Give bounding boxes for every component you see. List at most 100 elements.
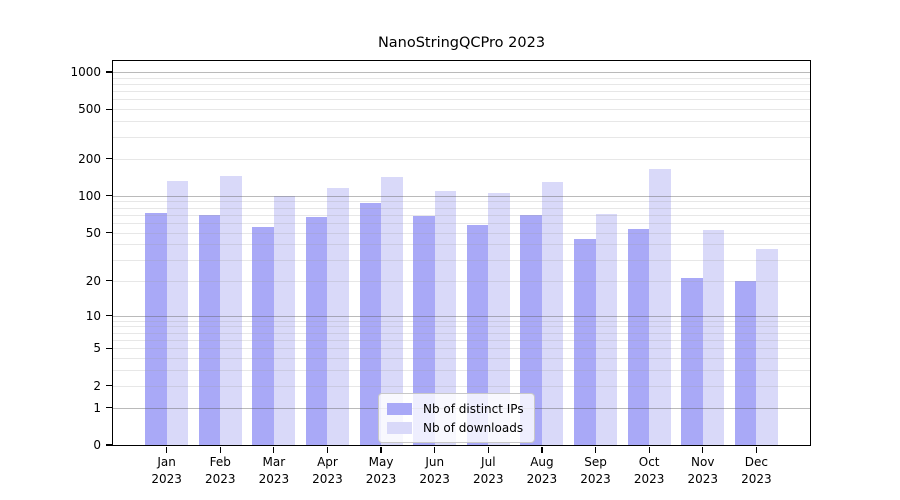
y-tick-mark <box>106 71 113 73</box>
bar-distinct-ips <box>681 278 703 445</box>
x-tick-label: Mar 2023 <box>258 455 290 486</box>
legend: Nb of distinct IPs Nb of downloads <box>378 393 535 443</box>
grid-line-minor <box>113 214 810 216</box>
y-tick-mark <box>106 108 113 110</box>
bar-distinct-ips <box>305 217 328 445</box>
y-tick-label: 1000 <box>70 64 101 79</box>
y-tick-mark <box>106 279 113 282</box>
y-tick-mark <box>106 232 113 234</box>
grid-line-minor <box>113 348 810 350</box>
bar-downloads <box>488 193 510 445</box>
legend-swatch-distinct-ips <box>387 402 412 415</box>
x-tick-label: Feb 2023 <box>204 455 236 486</box>
x-tick-label: Aug 2023 <box>526 455 558 486</box>
x-tick-mark <box>166 446 168 453</box>
bar-distinct-ips <box>198 214 221 445</box>
x-tick-mark <box>380 446 382 453</box>
y-tick-mark <box>106 406 113 409</box>
grid-line-minor <box>113 158 810 160</box>
bar-downloads <box>273 195 296 445</box>
grid-line-minor <box>113 77 810 79</box>
y-tick-mark <box>106 158 113 160</box>
bar-downloads <box>327 187 349 445</box>
grid-line-minor <box>113 244 810 246</box>
y-tick-label: 100 <box>78 188 101 203</box>
legend-item-downloads: Nb of downloads <box>387 418 524 437</box>
y-tick-label: 10 <box>85 308 101 323</box>
x-tick-mark <box>326 446 329 453</box>
bar-distinct-ips <box>627 228 650 445</box>
x-tick-label: Dec 2023 <box>741 455 772 486</box>
x-tick-label: Jan 2023 <box>151 455 182 486</box>
y-tick-mark <box>106 347 113 349</box>
y-tick-label: 20 <box>85 273 101 288</box>
y-tick-label: 2 <box>93 378 101 393</box>
bar-distinct-ips <box>466 224 489 445</box>
bar-downloads <box>166 180 189 445</box>
bar-downloads <box>434 190 457 445</box>
y-tick-label: 200 <box>78 151 101 166</box>
grid-line-minor <box>113 385 810 387</box>
grid-line-minor <box>113 201 810 203</box>
y-tick-label: 5 <box>93 341 101 356</box>
bar-distinct-ips <box>145 212 167 445</box>
grid-line-minor <box>113 99 810 101</box>
bar-distinct-ips <box>359 202 382 445</box>
x-tick-label: Sep 2023 <box>580 455 611 486</box>
grid-line-major <box>113 195 810 197</box>
legend-label-downloads: Nb of downloads <box>423 420 524 435</box>
bar-distinct-ips <box>520 214 542 445</box>
bar-downloads <box>381 176 403 445</box>
x-tick-label: Apr 2023 <box>312 455 343 486</box>
grid-line-major <box>113 71 810 73</box>
x-tick-mark <box>541 446 543 453</box>
x-tick-mark <box>273 446 275 453</box>
grid-line-minor <box>113 358 810 360</box>
chart-title: NanoStringQCPro 2023 <box>377 35 546 51</box>
y-tick-mark <box>106 195 113 197</box>
legend-swatch-downloads <box>387 421 412 434</box>
x-tick-mark <box>434 446 436 453</box>
plot-area <box>112 60 811 446</box>
bar-downloads <box>702 229 725 445</box>
x-tick-label: Nov 2023 <box>687 455 719 486</box>
grid-line-minor <box>113 223 810 224</box>
grid-line-minor <box>113 332 810 334</box>
grid-line-minor <box>113 136 810 138</box>
grid-line-minor <box>113 259 810 261</box>
grid-line-minor <box>113 83 810 85</box>
bar-downloads <box>649 169 671 445</box>
x-tick-label: Jun 2023 <box>419 455 450 486</box>
grid-line-minor <box>113 339 810 341</box>
x-tick-mark <box>487 446 489 453</box>
grid-line-major <box>113 315 810 317</box>
bar-distinct-ips <box>252 226 274 445</box>
x-tick-mark <box>219 446 221 453</box>
x-tick-mark <box>648 446 650 453</box>
bar-distinct-ips <box>574 239 596 445</box>
bar-downloads <box>756 248 778 445</box>
x-tick-label: Oct 2023 <box>633 455 665 486</box>
legend-label-distinct-ips: Nb of distinct IPs <box>423 401 524 416</box>
x-tick-mark <box>755 446 757 453</box>
x-tick-label: Jul 2023 <box>473 455 504 486</box>
grid-line-minor <box>113 320 810 322</box>
grid-line-minor <box>113 370 810 372</box>
grid-line-minor <box>113 109 810 111</box>
y-tick-mark <box>106 314 113 317</box>
grid-line-minor <box>113 207 810 209</box>
x-tick-mark <box>594 446 597 453</box>
x-tick-mark <box>702 446 704 453</box>
bar-distinct-ips <box>734 280 757 445</box>
grid-line-minor <box>113 232 810 234</box>
bar-downloads <box>595 214 618 445</box>
legend-item-distinct-ips: Nb of distinct IPs <box>387 399 524 418</box>
x-tick-label: May 2023 <box>365 455 397 486</box>
grid-line-minor <box>113 326 810 328</box>
grid-line-minor <box>113 121 810 123</box>
grid-line-minor <box>113 91 810 93</box>
y-tick-label: 1 <box>93 400 101 415</box>
bar-downloads <box>541 181 564 445</box>
y-tick-label: 50 <box>85 225 101 240</box>
